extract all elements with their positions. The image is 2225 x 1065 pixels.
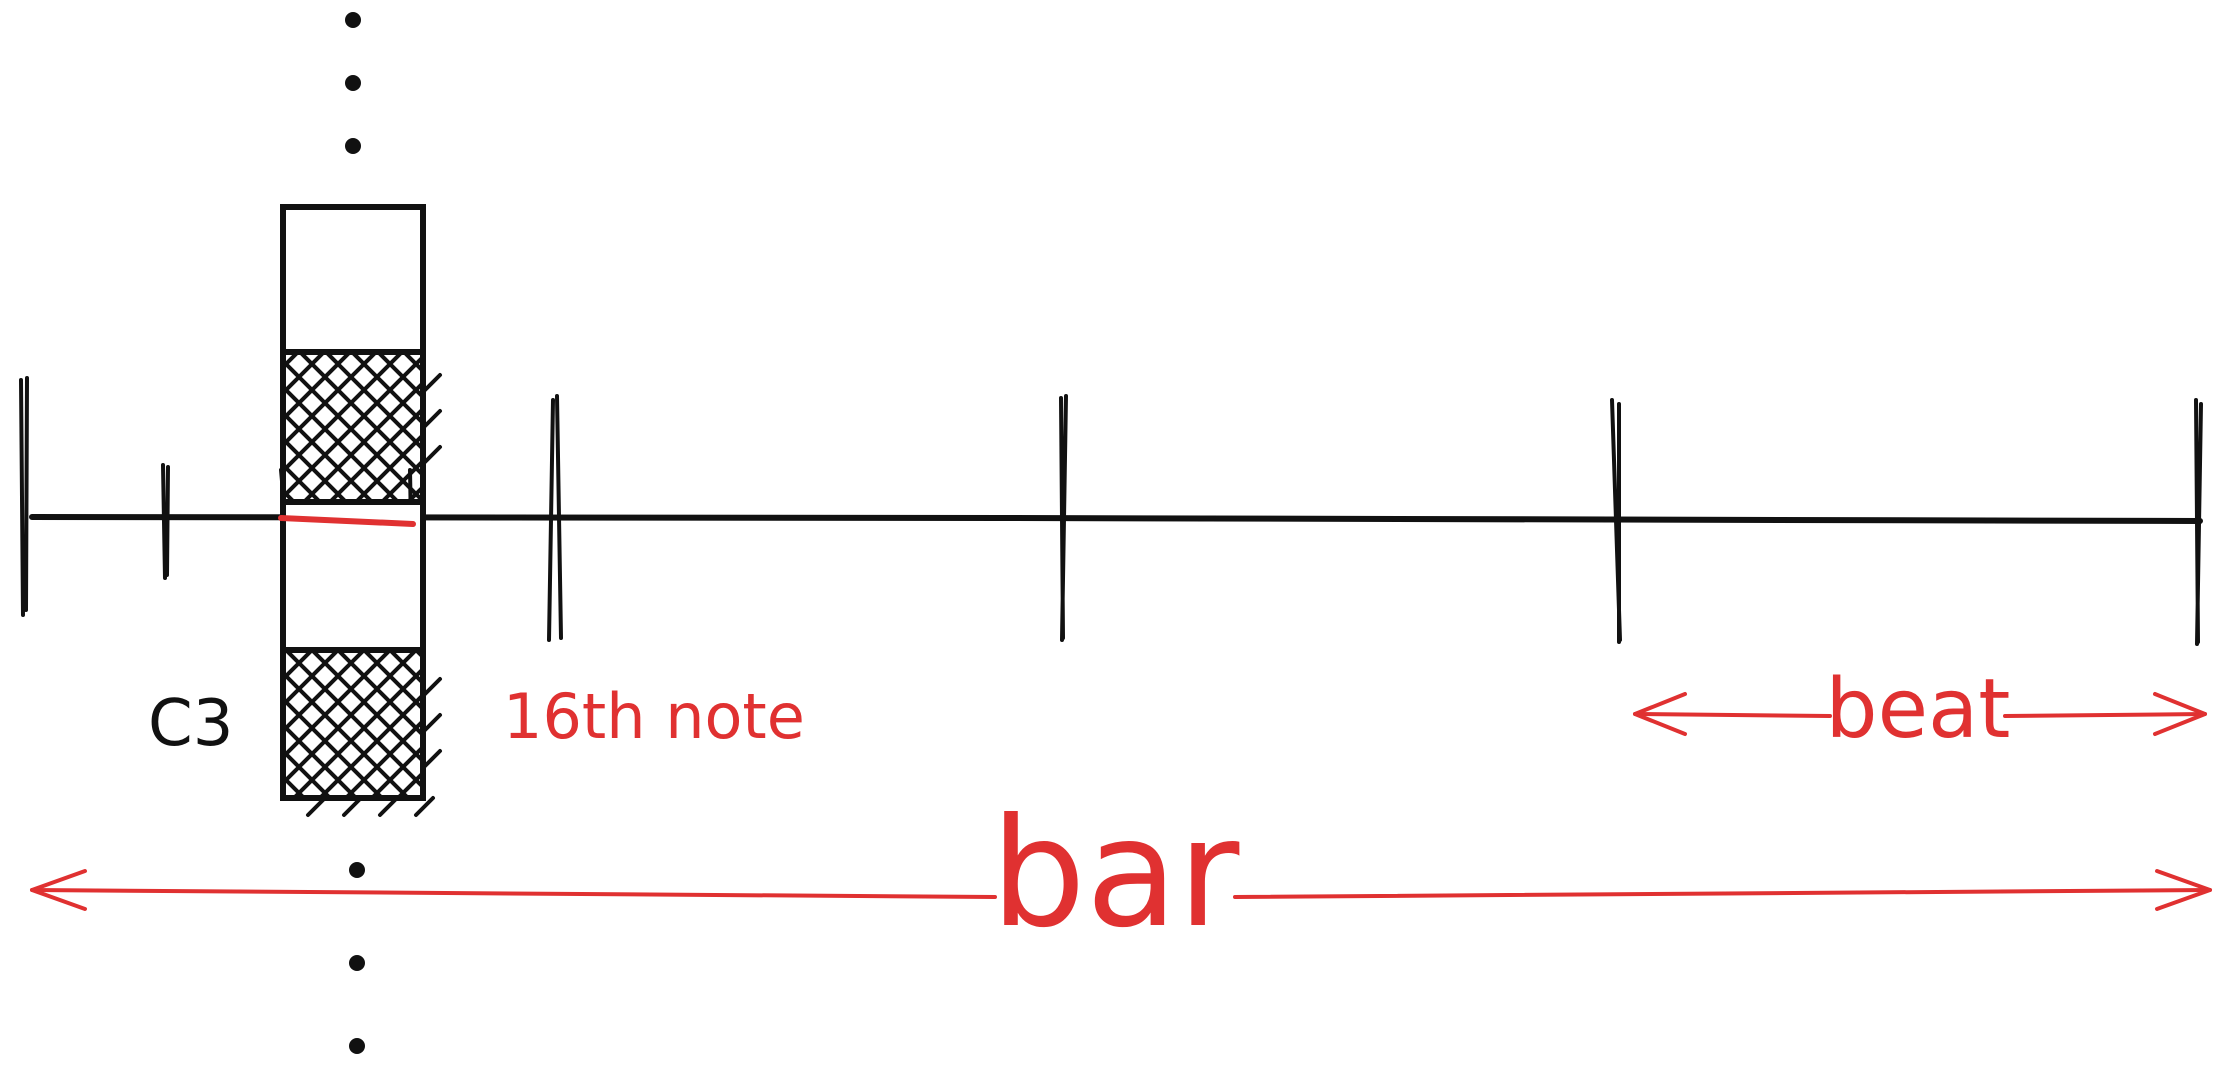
tick-start <box>19 376 29 617</box>
note-length-label: 16th note <box>503 680 805 753</box>
lane-row-hatched-c3 <box>280 647 426 801</box>
lane-row-hatched-1 <box>280 349 426 505</box>
tick-16th-1 <box>161 463 170 580</box>
bar-arrow <box>30 869 2212 911</box>
lane-row-empty-top <box>280 204 426 355</box>
tick-beat-2 <box>1059 394 1068 642</box>
sixteenth-note-segment <box>278 515 416 527</box>
beat-arrow <box>1633 692 2207 736</box>
tick-end <box>2194 398 2203 646</box>
beat-label: beat <box>1826 662 2011 757</box>
tick-beat-3 <box>1610 398 1622 644</box>
ellipsis-top <box>345 12 361 154</box>
bar-label: bar <box>991 787 1240 961</box>
ellipsis-bottom <box>349 862 365 1054</box>
tick-beat-1 <box>547 394 563 642</box>
note-column <box>278 204 442 817</box>
pitch-label: C3 <box>148 687 233 761</box>
